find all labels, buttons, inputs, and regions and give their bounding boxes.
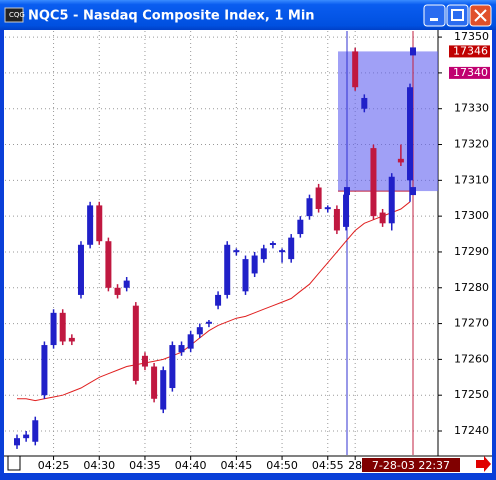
candle-body — [14, 438, 20, 446]
price-marker — [449, 66, 490, 79]
candle-body — [215, 294, 222, 306]
title-bar — [0, 0, 496, 30]
candle-body — [306, 198, 313, 217]
candle-body — [50, 312, 57, 346]
scroll-box[interactable] — [7, 455, 21, 471]
scroll-arrow[interactable] — [476, 456, 491, 472]
candle-body — [187, 334, 194, 349]
candle-body — [59, 312, 66, 342]
candle-body — [178, 345, 185, 353]
x-tick-label: 04:25 — [38, 459, 70, 472]
candle-body — [352, 51, 359, 88]
candle-body — [151, 366, 158, 399]
candle-body — [169, 345, 176, 389]
candle-body — [251, 255, 258, 274]
candle-body — [397, 158, 404, 163]
x-tick-label: 28 — [348, 459, 362, 472]
candle-body — [242, 259, 249, 292]
y-tick-label: 17270 — [454, 317, 489, 330]
time-label: 7-28-03 22:37 — [372, 459, 450, 472]
candle-body — [105, 241, 112, 288]
candle-body — [41, 345, 48, 396]
candle-body — [279, 250, 286, 253]
candle-body — [288, 237, 295, 260]
y-tick-label: 17260 — [454, 352, 489, 365]
candle-body — [68, 337, 75, 342]
candle-body — [370, 148, 377, 217]
candle-body — [388, 176, 395, 224]
y-tick-label: 17310 — [454, 173, 489, 186]
x-tick-label: 04:55 — [312, 459, 344, 472]
time-label-box — [362, 458, 460, 472]
x-tick-label: 04:30 — [83, 459, 115, 472]
candle-body — [32, 420, 39, 442]
candle-body — [324, 207, 331, 210]
candle-body — [141, 355, 148, 367]
selection-handle — [410, 187, 416, 196]
close-glyph — [474, 9, 487, 22]
minimize-button[interactable] — [423, 4, 446, 27]
candle-body — [343, 194, 350, 227]
y-tick-label: 17250 — [454, 388, 489, 401]
candle-body — [96, 205, 103, 242]
maximize-glyph — [451, 9, 464, 21]
y-tick-label: 17330 — [454, 102, 489, 115]
y-tick-label: 17240 — [454, 424, 489, 437]
x-tick-label: 04:40 — [175, 459, 207, 472]
price-marker-label: 17340 — [453, 66, 488, 79]
candle-body — [87, 205, 94, 245]
y-tick-label: 17320 — [454, 138, 489, 151]
candle-body — [77, 244, 84, 295]
x-tick-label: 04:35 — [129, 459, 161, 472]
candle-body — [379, 212, 386, 224]
selection-handle — [344, 187, 350, 196]
bottom-strip — [4, 473, 492, 476]
y-tick-label: 17300 — [454, 209, 489, 222]
x-tick-label: 04:45 — [221, 459, 253, 472]
y-tick-label: 17280 — [454, 281, 489, 294]
candle-body — [205, 321, 212, 324]
candle-body — [260, 248, 267, 260]
candle-body — [132, 305, 139, 381]
x-tick-label: 04:50 — [266, 459, 298, 472]
candle-body — [315, 187, 322, 209]
candle-body — [233, 250, 240, 253]
moving-average — [17, 201, 411, 402]
maximize-button[interactable] — [446, 4, 469, 27]
candle-body — [160, 370, 167, 410]
app-icon — [4, 7, 24, 23]
window-title: NQC5 - Nasdaq Composite Index, 1 Min — [28, 9, 315, 24]
candle-body — [297, 219, 304, 235]
y-tick-label: 17290 — [454, 245, 489, 258]
price-marker — [449, 45, 490, 58]
candle-body — [407, 87, 414, 181]
candle-body — [333, 208, 340, 231]
candle-body — [361, 97, 368, 109]
selection-handle — [410, 47, 416, 56]
candle-body — [224, 244, 231, 295]
y-tick-label: 17350 — [454, 30, 489, 43]
price-marker-label: 17346 — [453, 44, 488, 57]
candle-body — [23, 434, 30, 439]
candle-body — [196, 327, 203, 335]
candle-body — [114, 287, 121, 295]
candle-body — [269, 243, 276, 245]
minimize-glyph — [430, 18, 438, 21]
candle-body — [123, 280, 130, 288]
icon-glyph: CQG — [9, 11, 25, 19]
